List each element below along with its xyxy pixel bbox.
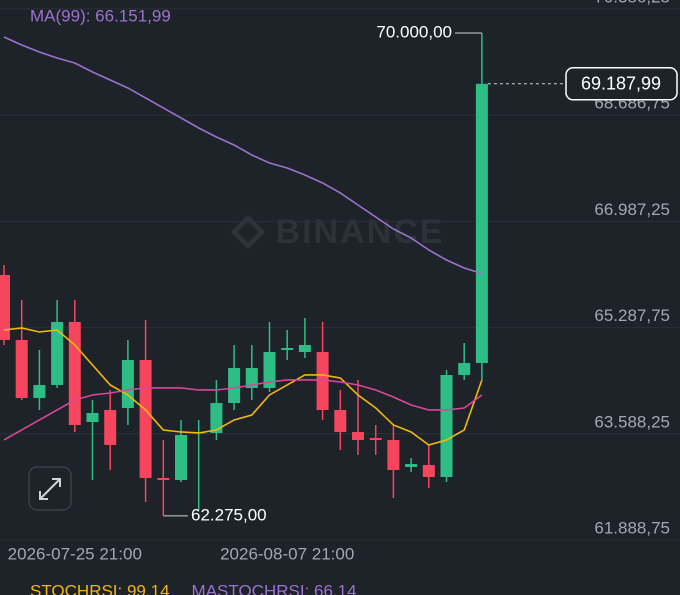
price-box [565,67,678,101]
ma-label: MA(99): 66.151,99 [30,6,171,25]
candle-body [369,437,382,440]
x-tick-label: 2026-07-25 21:00 [8,544,142,563]
ma-line [3,327,483,446]
candle-body [387,439,400,470]
ma-line [3,379,483,441]
price-label: 69.187,99 [581,74,661,94]
candle-body [405,463,418,467]
candle-body [121,359,134,408]
candle-body [245,367,258,388]
candle-body [104,409,117,445]
x-tick-label: 2026-08-07 21:00 [220,544,354,563]
candle-body [157,477,170,480]
candle-body [440,374,453,477]
candle-body [422,464,435,477]
indicator-label: STOCHRSI: 99,14 [30,581,170,595]
y-tick-label: 70.386,25 [594,0,670,6]
candle-body [175,434,187,480]
expand-icon[interactable] [39,478,61,500]
candle-body [68,321,81,425]
low-label: 62.275,00 [191,505,267,524]
candle-body [263,351,276,388]
candle-body [281,347,294,350]
candle-body [15,339,28,398]
candle-body [316,351,329,410]
y-tick-label: 66.987,25 [594,200,670,219]
watermark-logo [230,214,266,250]
watermark: BINANCE [276,213,445,251]
candle-body [210,402,223,433]
candle-body [228,367,241,403]
candle-body [51,321,64,385]
y-tick-label: 61.888,75 [594,518,670,537]
candle-body [33,384,46,398]
candle-body [475,83,488,363]
candle-body [0,274,10,340]
high-label: 70.000,00 [376,23,452,42]
candle-body [334,409,347,432]
ma-line [3,36,483,275]
candle-body [458,362,471,375]
indicator-label: MASTOCHRSI: 66,14 [192,581,357,595]
candle-body [139,359,152,478]
candle-body [298,344,311,352]
y-tick-label: 65.287,75 [594,306,670,325]
candle-body [352,431,364,440]
candle-body [86,412,99,422]
y-tick-label: 63.588,25 [594,412,670,431]
expand-button[interactable] [28,466,72,511]
